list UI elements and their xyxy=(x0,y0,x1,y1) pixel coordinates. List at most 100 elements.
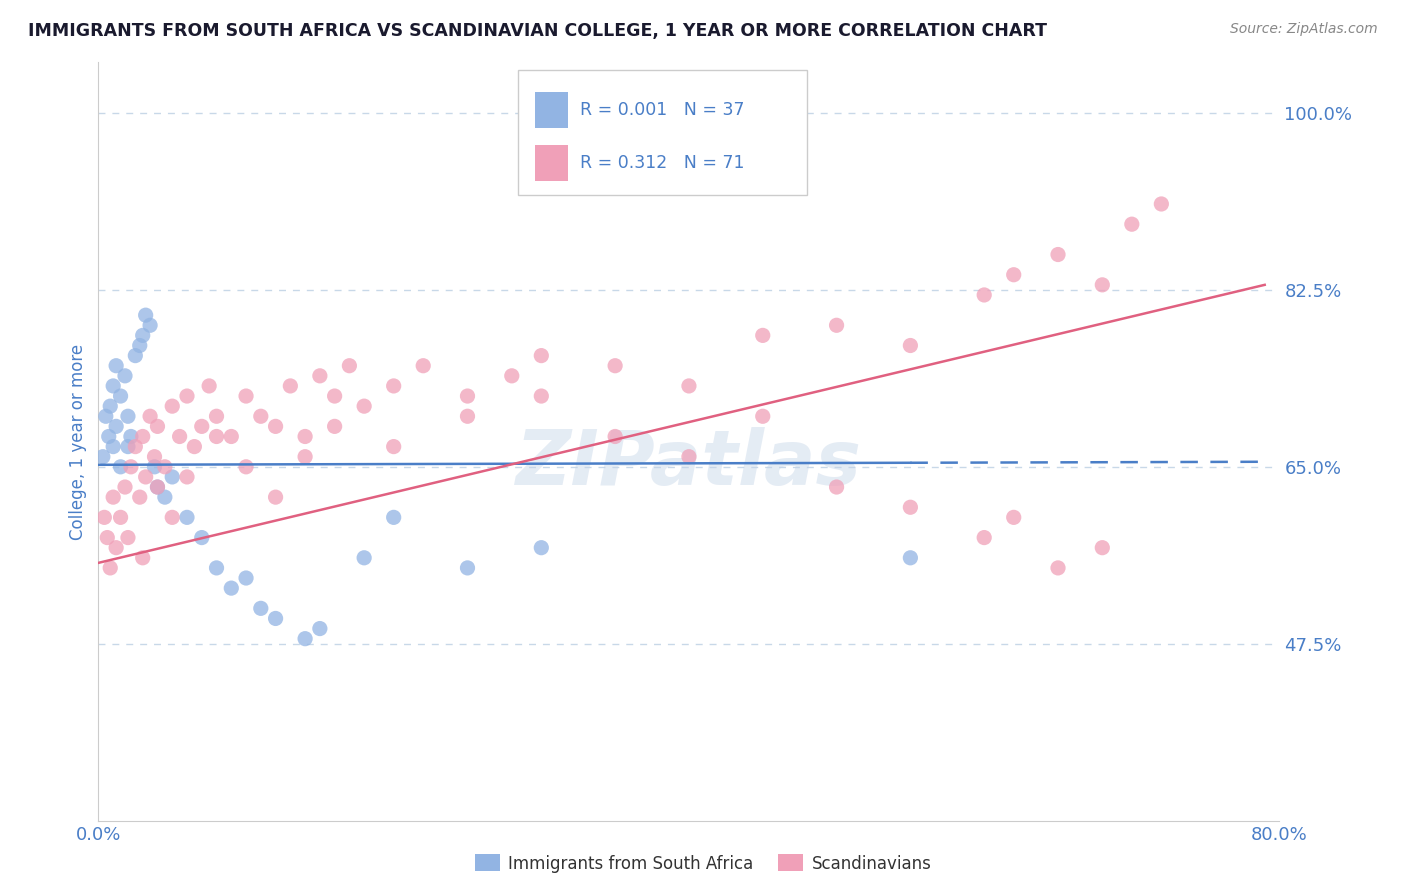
Point xyxy=(235,459,257,474)
Point xyxy=(294,632,316,646)
Point xyxy=(294,429,316,443)
Point xyxy=(382,440,405,454)
Point xyxy=(530,541,553,555)
Point xyxy=(221,429,243,443)
Point xyxy=(128,490,150,504)
Point xyxy=(128,338,150,352)
Point xyxy=(96,531,118,545)
Point xyxy=(98,561,121,575)
Point xyxy=(132,429,155,443)
Point xyxy=(900,500,922,515)
Point xyxy=(93,510,115,524)
Point xyxy=(110,459,132,474)
Point xyxy=(135,308,157,322)
Point xyxy=(97,429,120,443)
Point xyxy=(143,450,166,464)
Point xyxy=(353,550,375,565)
Y-axis label: College, 1 year or more: College, 1 year or more xyxy=(69,343,87,540)
Point xyxy=(323,389,346,403)
Point xyxy=(457,409,479,424)
Point xyxy=(103,440,125,454)
Point xyxy=(143,459,166,474)
Point xyxy=(162,510,183,524)
Point xyxy=(176,510,198,524)
Point xyxy=(1121,217,1143,231)
Point xyxy=(198,379,221,393)
Point xyxy=(176,470,198,484)
Point xyxy=(120,459,142,474)
Point xyxy=(205,429,228,443)
Point xyxy=(530,389,553,403)
Point xyxy=(264,490,287,504)
Point xyxy=(501,368,523,383)
Point xyxy=(135,470,157,484)
Bar xyxy=(536,92,568,128)
Point xyxy=(1047,247,1070,261)
Point xyxy=(973,288,995,302)
Point xyxy=(294,450,316,464)
Point xyxy=(169,429,191,443)
Point xyxy=(132,550,155,565)
Point xyxy=(120,429,142,443)
Point xyxy=(1091,541,1114,555)
Point xyxy=(146,480,169,494)
Point xyxy=(91,450,114,464)
Point xyxy=(124,440,146,454)
Point xyxy=(1047,561,1070,575)
Point xyxy=(1091,277,1114,292)
Point xyxy=(678,379,700,393)
Text: R = 0.312   N = 71: R = 0.312 N = 71 xyxy=(581,154,745,172)
Point xyxy=(105,419,128,434)
Point xyxy=(264,419,287,434)
Point xyxy=(353,399,375,413)
Point xyxy=(146,480,169,494)
Point xyxy=(900,550,922,565)
Point xyxy=(191,531,214,545)
Point xyxy=(117,440,139,454)
FancyBboxPatch shape xyxy=(517,70,807,195)
Bar xyxy=(536,145,568,181)
Point xyxy=(1150,197,1173,211)
Point xyxy=(235,571,257,585)
Point xyxy=(382,510,405,524)
Text: IMMIGRANTS FROM SOUTH AFRICA VS SCANDINAVIAN COLLEGE, 1 YEAR OR MORE CORRELATION: IMMIGRANTS FROM SOUTH AFRICA VS SCANDINA… xyxy=(28,22,1047,40)
Point xyxy=(132,328,155,343)
Text: Source: ZipAtlas.com: Source: ZipAtlas.com xyxy=(1230,22,1378,37)
Point xyxy=(264,611,287,625)
Point xyxy=(94,409,117,424)
Point xyxy=(280,379,302,393)
Text: R = 0.001   N = 37: R = 0.001 N = 37 xyxy=(581,101,745,120)
Point xyxy=(162,470,183,484)
Point xyxy=(153,459,176,474)
Point xyxy=(105,541,128,555)
Point xyxy=(117,531,139,545)
Point xyxy=(1002,268,1025,282)
Text: ZIPatlas: ZIPatlas xyxy=(516,427,862,501)
Point xyxy=(825,480,848,494)
Point xyxy=(162,399,183,413)
Point xyxy=(250,409,273,424)
Point xyxy=(176,389,198,403)
Point xyxy=(605,359,627,373)
Point xyxy=(412,359,434,373)
Point xyxy=(309,622,332,636)
Point xyxy=(114,480,136,494)
Point xyxy=(678,450,700,464)
Point xyxy=(103,490,125,504)
Point xyxy=(205,561,228,575)
Point xyxy=(103,379,125,393)
Point xyxy=(139,409,162,424)
Point xyxy=(250,601,273,615)
Point xyxy=(110,389,132,403)
Point xyxy=(110,510,132,524)
Point xyxy=(139,318,162,333)
Point xyxy=(114,368,136,383)
Point xyxy=(825,318,848,333)
Point xyxy=(153,490,176,504)
Point xyxy=(457,561,479,575)
Point xyxy=(205,409,228,424)
Point xyxy=(339,359,361,373)
Point xyxy=(1002,510,1025,524)
Point xyxy=(146,419,169,434)
Point xyxy=(183,440,205,454)
